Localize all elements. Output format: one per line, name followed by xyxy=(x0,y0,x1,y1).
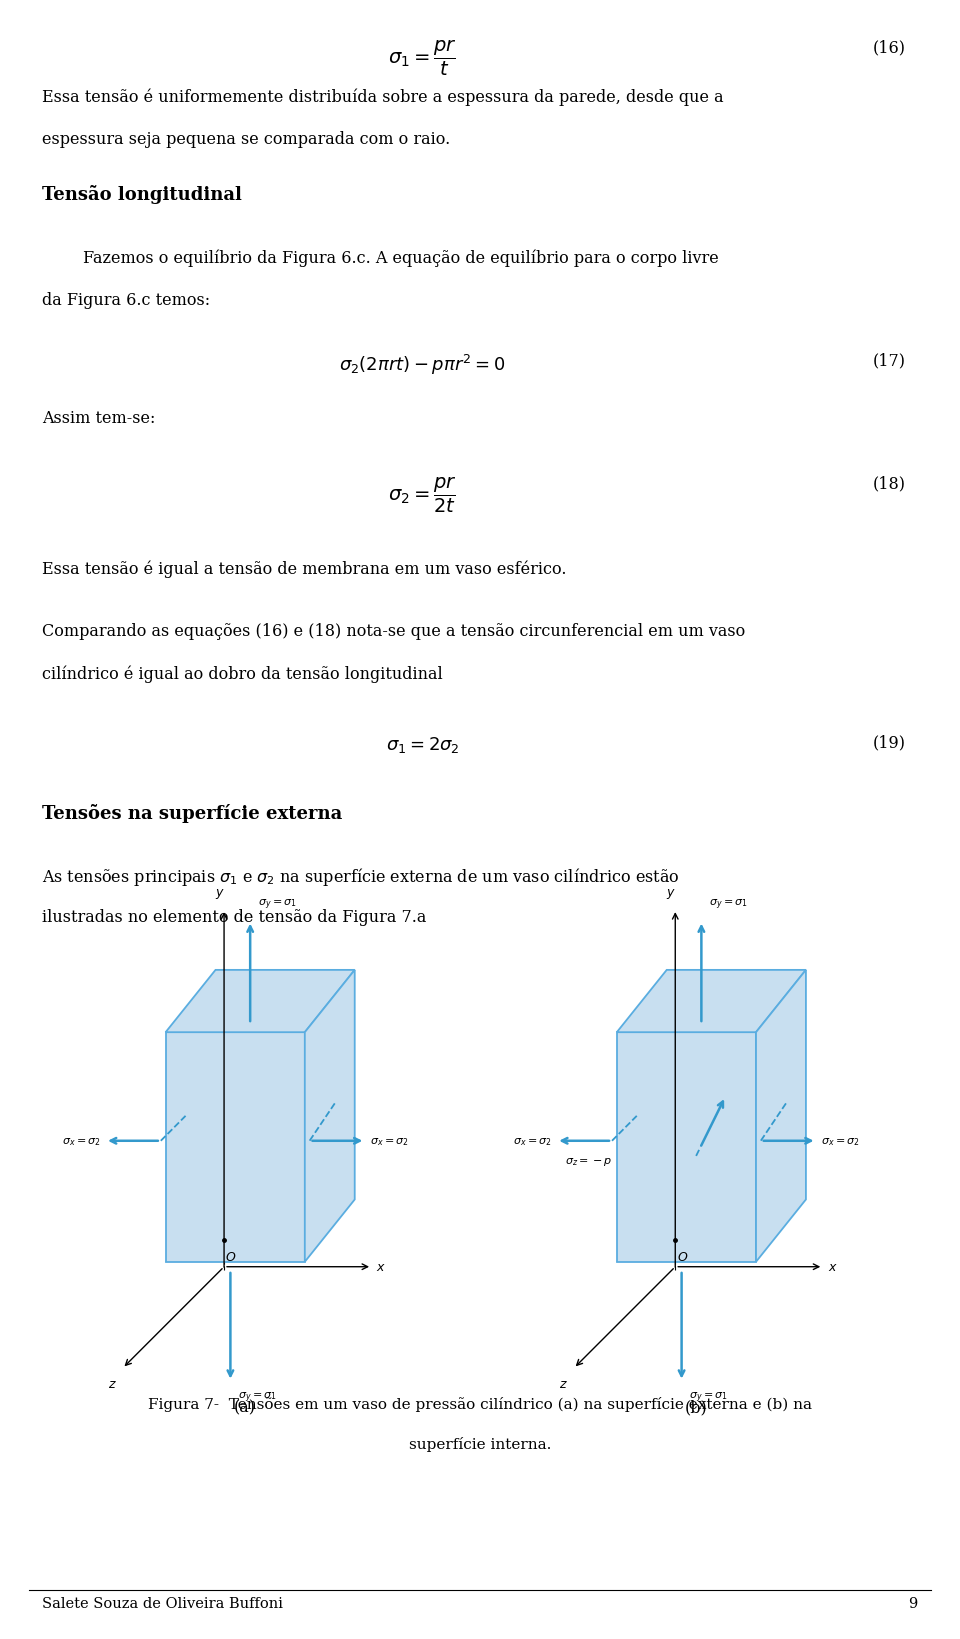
Text: $\sigma_x = \sigma_2$: $\sigma_x = \sigma_2$ xyxy=(61,1136,100,1147)
Text: O: O xyxy=(226,1251,236,1264)
Polygon shape xyxy=(305,970,354,1262)
Text: $\sigma_y = \sigma_1$: $\sigma_y = \sigma_1$ xyxy=(709,897,748,911)
Text: Fazemos o equilíbrio da Figura 6.c. A equação de equilíbrio para o corpo livre: Fazemos o equilíbrio da Figura 6.c. A eq… xyxy=(42,249,719,267)
Text: Essa tensão é uniformemente distribuída sobre a espessura da parede, desde que a: Essa tensão é uniformemente distribuída … xyxy=(42,89,724,107)
Text: Essa tensão é igual a tensão de membrana em um vaso esférico.: Essa tensão é igual a tensão de membrana… xyxy=(42,561,566,579)
Text: z: z xyxy=(108,1377,115,1390)
Polygon shape xyxy=(165,1033,305,1262)
Text: y: y xyxy=(216,885,223,898)
Text: espessura seja pequena se comparada com o raio.: espessura seja pequena se comparada com … xyxy=(42,131,450,148)
Text: $\sigma_y = \sigma_1$: $\sigma_y = \sigma_1$ xyxy=(238,1390,277,1405)
Text: superfície interna.: superfície interna. xyxy=(409,1436,551,1451)
Text: $\sigma_1 = \dfrac{pr}{t}$: $\sigma_1 = \dfrac{pr}{t}$ xyxy=(388,39,457,79)
Text: (19): (19) xyxy=(874,734,906,751)
Polygon shape xyxy=(616,970,806,1033)
Text: $\sigma_2 = \dfrac{pr}{2t}$: $\sigma_2 = \dfrac{pr}{2t}$ xyxy=(388,475,457,515)
Text: O: O xyxy=(677,1251,687,1264)
Text: As tensões principais $\sigma_1$ e $\sigma_2$ na superfície externa de um vaso c: As tensões principais $\sigma_1$ e $\sig… xyxy=(42,865,680,887)
Text: Comparando as equações (16) e (18) nota-se que a tensão circunferencial em um va: Comparando as equações (16) e (18) nota-… xyxy=(42,623,746,639)
Text: da Figura 6.c temos:: da Figura 6.c temos: xyxy=(42,292,210,308)
Text: (b): (b) xyxy=(684,1398,708,1414)
Text: Assim tem-se:: Assim tem-se: xyxy=(42,410,156,426)
Text: ilustradas no elemento de tensão da Figura 7.a: ilustradas no elemento de tensão da Figu… xyxy=(42,908,426,924)
Text: $\sigma_x = \sigma_2$: $\sigma_x = \sigma_2$ xyxy=(513,1136,551,1147)
Text: 9: 9 xyxy=(908,1596,918,1611)
Text: Figura 7-  Tensões em um vaso de pressão cilíndrico (a) na superfície externa e : Figura 7- Tensões em um vaso de pressão … xyxy=(148,1396,812,1411)
Text: Tensão longitudinal: Tensão longitudinal xyxy=(42,185,242,205)
Text: x: x xyxy=(376,1260,384,1274)
Text: z: z xyxy=(560,1377,565,1390)
Text: $\sigma_z = -p$: $\sigma_z = -p$ xyxy=(564,1155,612,1167)
Text: $\sigma_1 = 2\sigma_2$: $\sigma_1 = 2\sigma_2$ xyxy=(386,734,459,754)
Polygon shape xyxy=(616,1033,756,1262)
Polygon shape xyxy=(165,970,354,1033)
Text: cilíndrico é igual ao dobro da tensão longitudinal: cilíndrico é igual ao dobro da tensão lo… xyxy=(42,665,443,683)
Text: $\sigma_x = \sigma_2$: $\sigma_x = \sigma_2$ xyxy=(370,1136,409,1147)
Text: Tensões na superfície externa: Tensões na superfície externa xyxy=(42,803,343,823)
Text: $\sigma_y = \sigma_1$: $\sigma_y = \sigma_1$ xyxy=(689,1390,729,1405)
Text: (16): (16) xyxy=(874,39,906,56)
Text: $\sigma_y = \sigma_1$: $\sigma_y = \sigma_1$ xyxy=(258,897,297,911)
Text: y: y xyxy=(667,885,674,898)
Text: (18): (18) xyxy=(874,475,906,492)
Text: (17): (17) xyxy=(874,352,906,369)
Text: (a): (a) xyxy=(234,1398,255,1414)
Polygon shape xyxy=(756,970,806,1262)
Text: Salete Souza de Oliveira Buffoni: Salete Souza de Oliveira Buffoni xyxy=(42,1596,283,1611)
Text: x: x xyxy=(828,1260,835,1274)
Text: $\sigma_x = \sigma_2$: $\sigma_x = \sigma_2$ xyxy=(822,1136,860,1147)
Text: $\sigma_2(2\pi r t) - p\pi r^2 = 0$: $\sigma_2(2\pi r t) - p\pi r^2 = 0$ xyxy=(339,352,506,377)
